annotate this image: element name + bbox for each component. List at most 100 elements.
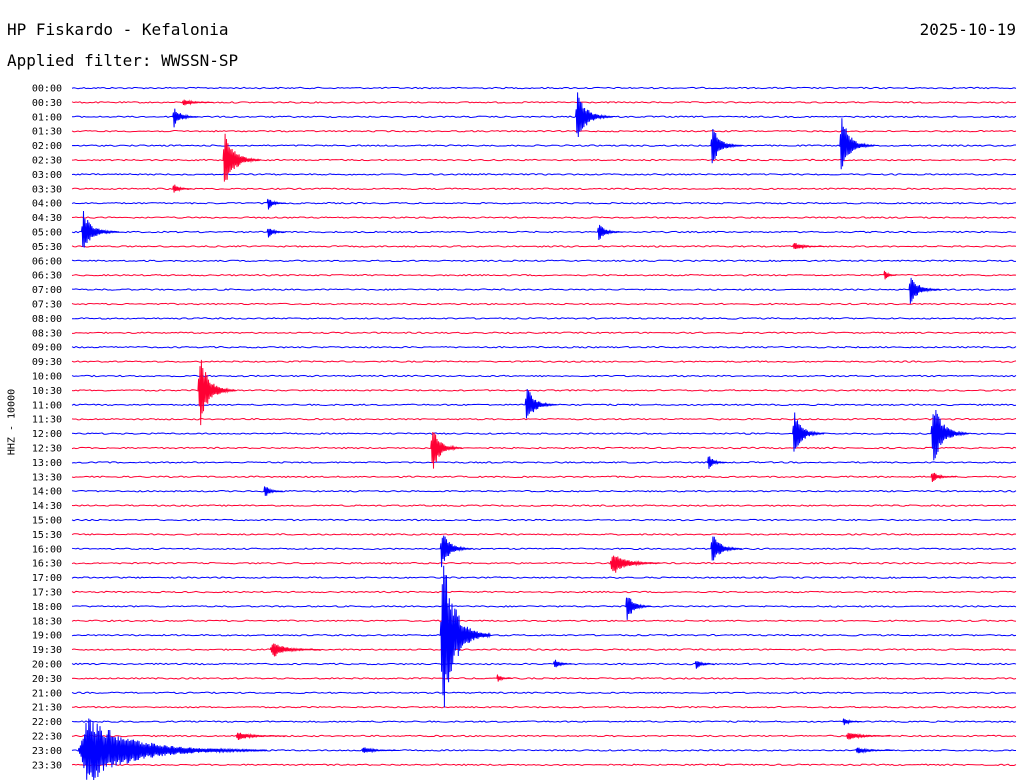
time-tick-label: 07:00	[32, 285, 62, 296]
time-tick-label: 05:30	[32, 242, 62, 253]
seismic-event	[172, 184, 192, 193]
seismic-event	[930, 409, 970, 461]
seismic-event	[430, 432, 463, 469]
trace-line	[71, 230, 1017, 234]
time-tick-label: 09:00	[32, 343, 62, 354]
trace-line	[71, 547, 1017, 551]
seismic-event	[77, 718, 268, 780]
time-tick-label: 01:30	[32, 127, 62, 138]
time-tick-label: 18:00	[32, 602, 62, 613]
time-tick-label: 15:00	[32, 516, 62, 527]
time-tick-label: 07:30	[32, 300, 62, 311]
trace-line	[71, 533, 1017, 536]
seismic-event	[575, 92, 614, 138]
time-tick-label: 21:30	[32, 703, 62, 714]
trace-line	[71, 360, 1017, 363]
time-tick-label: 19:30	[32, 645, 62, 656]
time-tick-label: 03:00	[32, 170, 62, 181]
seismic-event	[930, 472, 957, 483]
trace-line	[71, 677, 1017, 680]
trace-line	[71, 691, 1017, 695]
filter-label: Applied filter: WWSSN-SP	[7, 51, 239, 70]
time-tick-label: 10:30	[32, 386, 62, 397]
trace-line	[71, 115, 1017, 119]
seismic-event	[172, 108, 199, 128]
time-tick-label: 04:00	[32, 199, 62, 210]
time-tick-label: 12:00	[32, 429, 62, 440]
trace-lines	[71, 86, 1017, 780]
trace-line	[71, 201, 1017, 205]
time-tick-label: 00:00	[32, 84, 62, 95]
trace-line	[71, 576, 1017, 579]
time-tick-label: 06:00	[32, 256, 62, 267]
seismic-event	[597, 224, 623, 240]
seismic-event	[883, 270, 897, 280]
trace-line	[71, 518, 1017, 522]
time-tick-label: 19:00	[32, 631, 62, 642]
seismic-event	[552, 659, 573, 668]
trace-line	[71, 331, 1017, 335]
time-tick-label: 23:00	[32, 746, 62, 757]
seismic-event	[839, 118, 875, 170]
seismic-event	[845, 732, 891, 740]
trace-line	[71, 763, 1017, 767]
seismic-event	[710, 536, 743, 561]
seismic-event	[792, 412, 825, 452]
seismic-event	[524, 389, 557, 419]
time-tick-label: 17:30	[32, 588, 62, 599]
trace-line	[71, 461, 1017, 464]
trace-line	[71, 590, 1017, 594]
trace-line	[71, 345, 1017, 349]
trace-line	[71, 101, 1017, 104]
time-tick-label: 13:00	[32, 458, 62, 469]
trace-line	[71, 245, 1017, 248]
date-label: 2025-10-19	[919, 20, 1016, 39]
seismic-event	[609, 555, 661, 573]
time-tick-label: 22:00	[32, 717, 62, 728]
trace-line	[71, 720, 1017, 723]
time-tick-label: 00:30	[32, 98, 62, 109]
time-tick-label: 23:30	[32, 760, 62, 771]
seismic-event	[269, 643, 321, 657]
trace-line	[71, 173, 1017, 176]
trace-line	[71, 374, 1017, 378]
seismic-event	[496, 674, 513, 682]
trace-line	[71, 662, 1017, 666]
trace-line	[71, 705, 1017, 709]
seismic-event	[263, 486, 283, 496]
time-tick-label: 05:00	[32, 228, 62, 239]
time-tick-label: 13:30	[32, 472, 62, 483]
trace-line	[71, 216, 1017, 219]
trace-line	[71, 317, 1017, 320]
time-tick-label: 16:30	[32, 559, 62, 570]
trace-line	[71, 288, 1017, 291]
trace-line	[71, 475, 1017, 479]
trace-line	[71, 129, 1017, 133]
time-tick-label: 02:30	[32, 156, 62, 167]
seismic-event	[235, 732, 287, 741]
time-tick-label: 15:30	[32, 530, 62, 541]
trace-line	[71, 633, 1017, 637]
seismic-event	[80, 210, 120, 248]
seismic-event	[222, 133, 262, 182]
trace-line	[71, 504, 1017, 507]
trace-line	[71, 489, 1017, 493]
seismic-event	[792, 243, 825, 250]
time-tick-label: 20:30	[32, 674, 62, 685]
time-tick-label: 21:00	[32, 688, 62, 699]
seismic-event	[707, 456, 727, 469]
time-tick-label: 08:00	[32, 314, 62, 325]
time-tick-label: 18:30	[32, 616, 62, 627]
trace-line	[71, 432, 1017, 435]
time-tick-label: 16:00	[32, 544, 62, 555]
seismic-event	[710, 129, 743, 164]
time-tick-label: 11:30	[32, 415, 62, 426]
trace-line	[71, 259, 1017, 263]
time-tick-label: 12:30	[32, 444, 62, 455]
time-tick-label: 22:30	[32, 732, 62, 743]
station-title: HP Fiskardo - Kefalonia	[7, 20, 229, 39]
time-tick-label: 04:30	[32, 213, 62, 224]
trace-line	[71, 619, 1017, 623]
time-tick-labels: 00:00 00:30 01:00 01:30 02:00 02:30 03:00 03:30…	[32, 84, 62, 772]
